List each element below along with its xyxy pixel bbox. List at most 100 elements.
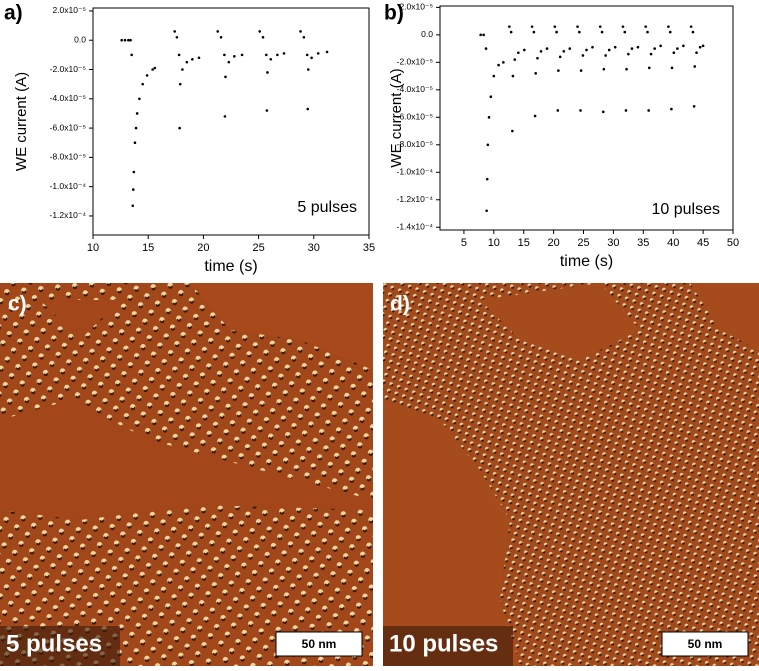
data-point: [485, 177, 489, 181]
data-point: [672, 51, 676, 55]
x-axis-title: time (s): [204, 258, 257, 275]
data-point: [305, 53, 309, 57]
data-point: [576, 25, 579, 28]
data-point: [153, 66, 157, 70]
data-point: [557, 69, 560, 72]
terrace: [0, 400, 373, 520]
data-point: [306, 107, 310, 111]
data-point: [604, 54, 607, 57]
data-point: [553, 25, 557, 28]
terrace: [383, 400, 520, 666]
data-point: [533, 114, 537, 118]
data-point: [682, 44, 685, 48]
y-tick-label: -2.0x10⁻⁵: [50, 64, 86, 74]
data-point: [258, 30, 262, 33]
data-point: [130, 53, 133, 57]
data-point: [530, 25, 534, 28]
y-tick-label: -6.0x10⁻⁵: [50, 122, 86, 132]
data-point: [266, 71, 269, 74]
data-point: [579, 69, 583, 72]
data-point: [325, 50, 329, 54]
data-point: [141, 82, 144, 86]
data-point: [265, 109, 269, 112]
data-point: [134, 126, 138, 130]
data-point: [132, 170, 136, 174]
data-point: [131, 204, 135, 208]
data-point: [598, 25, 602, 28]
y-tick-label: 0.0: [74, 34, 86, 44]
data-point: [646, 30, 649, 34]
y-tick-label: -1.2x10⁻⁴: [50, 210, 87, 220]
data-point: [691, 30, 695, 34]
data-point: [177, 53, 181, 57]
data-point: [492, 74, 496, 78]
x-tick-label: 25: [577, 237, 589, 249]
data-point: [692, 105, 696, 108]
data-point: [689, 25, 693, 28]
data-point: [601, 110, 605, 114]
data-point: [479, 33, 482, 37]
y-tick-label: -1.2x10⁻⁴: [397, 194, 434, 204]
data-point: [517, 51, 520, 55]
data-point: [647, 109, 650, 112]
data-point: [508, 25, 511, 28]
x-tick-label: 50: [727, 237, 739, 249]
data-point: [302, 35, 306, 39]
data-point: [484, 47, 488, 50]
x-tick-label: 20: [197, 242, 209, 254]
data-point: [600, 30, 604, 34]
y-tick-label: -1.4x10⁻⁴: [397, 222, 434, 232]
data-point: [636, 45, 640, 49]
image-c: c) 5 pulses 50 nm: [0, 283, 373, 666]
data-point: [173, 30, 176, 33]
data-point: [216, 30, 220, 33]
y-tick-label: -4.0x10⁻⁵: [397, 84, 433, 94]
x-tick-label: 10: [488, 237, 500, 249]
terrace: [40, 300, 120, 340]
data-point: [581, 54, 585, 57]
data-point: [539, 50, 543, 53]
data-point: [602, 67, 606, 71]
x-tick-label: 30: [607, 237, 619, 249]
data-point: [123, 38, 127, 42]
data-point: [556, 109, 560, 112]
terrace: [690, 283, 759, 350]
data-point: [219, 35, 223, 39]
data-point: [299, 30, 302, 33]
data-point: [585, 48, 588, 52]
data-point: [151, 68, 154, 71]
y-tick-label: -8.0x10⁻⁵: [50, 152, 86, 162]
x-tick-label: 5: [461, 237, 467, 249]
data-point: [240, 53, 244, 57]
x-tick-label: 35: [637, 237, 649, 249]
data-point: [568, 47, 572, 50]
data-point: [131, 188, 135, 191]
data-point: [624, 109, 628, 112]
data-point: [579, 109, 582, 112]
panel-label: d): [390, 293, 410, 316]
data-point: [534, 72, 537, 75]
data-point: [485, 209, 488, 213]
data-point: [649, 52, 653, 56]
data-point: [644, 25, 647, 28]
data-point: [197, 56, 201, 60]
x-tick-label: 25: [252, 242, 264, 254]
data-point: [676, 47, 679, 50]
x-tick-label: 35: [363, 242, 375, 254]
data-point: [667, 25, 670, 28]
data-point: [482, 33, 485, 37]
y-tick-label: 2.0x10⁻⁵: [52, 5, 86, 15]
data-point: [265, 53, 268, 57]
data-point: [627, 52, 630, 56]
data-point: [607, 48, 611, 52]
terrace: [480, 283, 640, 360]
y-tick-label: 0.0: [421, 29, 433, 39]
chart-a: 10 15 20 25 30 35 2.0x10⁻⁵ 0.0 -2.0x10⁻⁵ -4.0x10⁻…: [4, 2, 375, 276]
x-axis-title: time (s): [560, 253, 613, 270]
data-point: [486, 143, 490, 147]
data-point: [536, 56, 539, 60]
x-tick-label: 45: [697, 237, 709, 249]
data-point: [670, 66, 674, 70]
data-point: [120, 38, 124, 42]
data-point: [185, 60, 189, 64]
